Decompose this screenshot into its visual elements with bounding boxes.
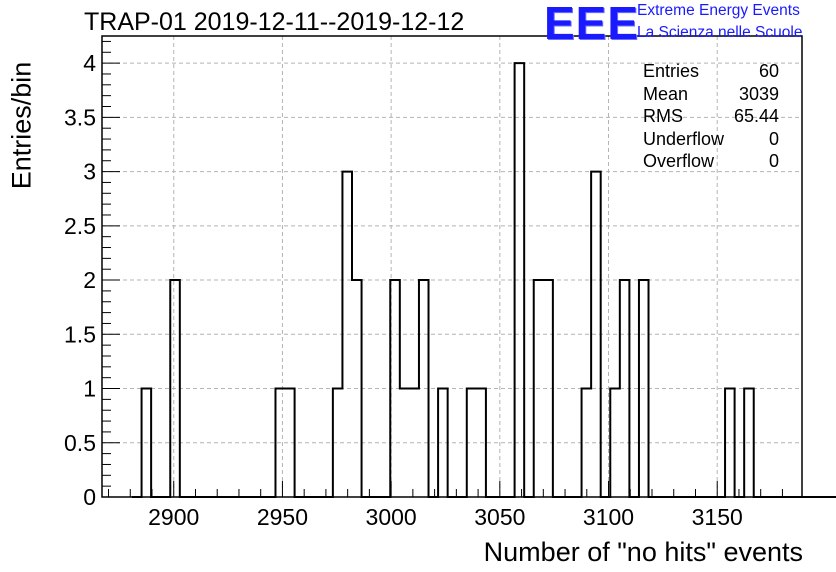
- histogram-bin: [582, 389, 592, 497]
- y-tick-label: 3: [83, 159, 96, 185]
- logo-line-2: La Scienza nelle Scuole: [637, 24, 803, 41]
- histogram-bin: [610, 389, 620, 497]
- y-tick-label: 2: [83, 267, 96, 293]
- eee-logo: EEE: [544, 0, 640, 49]
- histogram-bin: [409, 389, 419, 497]
- x-axis-label: Number of "no hits" events: [483, 537, 803, 567]
- histogram-bin: [515, 63, 525, 497]
- x-tick-label: 2950: [257, 504, 308, 530]
- stats-box: Entries 60 Mean 3039 RMS 65.44 Underflow…: [643, 60, 779, 173]
- x-tick-label: 3050: [474, 504, 525, 530]
- histogram-bin: [591, 172, 601, 497]
- histogram-bin: [352, 280, 362, 497]
- histogram-bin: [275, 389, 285, 497]
- stat-mean: Mean 3039: [643, 83, 779, 106]
- logo-line-1: Extreme Energy Events: [637, 2, 800, 19]
- histogram-bin: [170, 280, 180, 497]
- histogram-bin: [333, 389, 343, 497]
- stat-mean-value: 3039: [738, 83, 779, 104]
- y-tick-label: 0: [83, 484, 96, 510]
- histogram-bin: [342, 172, 352, 497]
- histogram-bin: [620, 280, 630, 497]
- y-tick-label: 4: [83, 50, 96, 76]
- y-tick-label: 1.5: [64, 321, 96, 347]
- stat-rms-value: 65.44: [733, 106, 779, 127]
- stat-underflow-value: 0: [768, 128, 779, 149]
- histogram-bin: [543, 280, 553, 497]
- plot-frame: [101, 35, 803, 498]
- stat-underflow: Underflow 0: [643, 128, 779, 151]
- histogram-bin: [438, 389, 448, 497]
- x-tick-label: 3150: [692, 504, 743, 530]
- y-tick-label: 1: [83, 376, 96, 402]
- chart-title: TRAP-01 2019-12-11--2019-12-12: [84, 8, 465, 36]
- x-tick-label: 2900: [148, 504, 199, 530]
- stat-entries-label: Entries: [643, 61, 700, 81]
- stat-rms-label: RMS: [643, 106, 683, 127]
- histogram-bin: [419, 280, 429, 497]
- stat-underflow-label: Underflow: [643, 128, 725, 149]
- stat-overflow: Overflow 0: [643, 150, 779, 173]
- stat-rms: RMS 65.44: [643, 105, 779, 128]
- histogram-bin: [534, 280, 544, 497]
- histogram-bin: [744, 389, 754, 497]
- stat-overflow-label: Overflow: [643, 151, 715, 172]
- histogram-bin: [400, 389, 410, 497]
- histogram-bin: [725, 389, 735, 497]
- y-tick-label: 2.5: [64, 213, 96, 239]
- histogram-bin: [285, 389, 295, 497]
- histogram-bin: [639, 280, 649, 497]
- stat-overflow-value: 0: [768, 151, 779, 172]
- y-tick-label: 3.5: [64, 104, 96, 130]
- x-tick-label: 3000: [366, 504, 417, 530]
- histogram-bin: [467, 389, 477, 497]
- stat-entries-value: 60: [758, 61, 779, 81]
- x-tick-label: 3100: [583, 504, 634, 530]
- y-axis-label: Entries/bin: [6, 61, 37, 190]
- stat-mean-label: Mean: [643, 83, 689, 104]
- histogram-bin: [390, 280, 400, 497]
- stat-entries: Entries 60: [643, 60, 779, 83]
- histogram-bin: [142, 389, 152, 497]
- y-tick-label: 0.5: [64, 430, 96, 456]
- histogram-bin: [476, 389, 486, 497]
